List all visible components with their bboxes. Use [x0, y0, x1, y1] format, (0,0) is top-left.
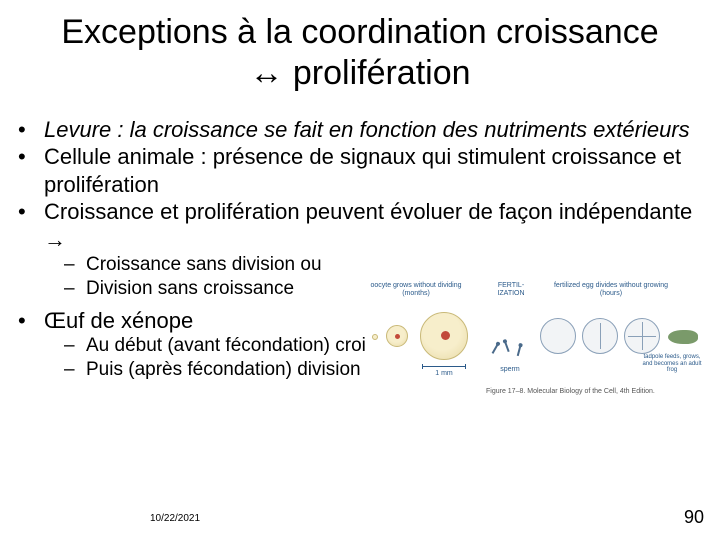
slide: Exceptions à la coordination croissance …: [0, 0, 720, 540]
nucleus-icon: [441, 331, 450, 340]
tadpole-icon: [668, 330, 698, 344]
bullet-marker: –: [64, 277, 86, 301]
bullet-item: • Levure : la croissance se fait en fonc…: [18, 116, 710, 144]
figure-caption: Figure 17–8. Molecular Biology of the Ce…: [486, 388, 706, 396]
oocyte-icon: [372, 334, 378, 340]
nucleus-icon: [395, 334, 400, 339]
bullet-marker: •: [18, 116, 44, 144]
xenopus-figure: oocyte grows without dividing (months) F…: [366, 282, 704, 402]
bullet-text: Levure : la croissance se fait en foncti…: [44, 116, 710, 144]
figure-label-oocyte: oocyte grows without dividing (months): [366, 282, 466, 297]
division-line: [600, 323, 601, 349]
slide-date: 10/22/2021: [150, 513, 200, 524]
bullet-marker: •: [18, 143, 44, 198]
bullet-text: Croissance sans division ou: [86, 253, 710, 277]
slide-number: 90: [684, 507, 704, 528]
fertilized-egg-icon: [540, 318, 576, 354]
scale-bar: [422, 366, 466, 367]
bullet-text: Cellule animale : présence de signaux qu…: [44, 143, 710, 198]
fertilized-egg-icon: [624, 318, 660, 354]
bullet-marker: –: [64, 253, 86, 277]
bullet-item: • Croissance et prolifération peuvent év…: [18, 198, 710, 253]
sperm-label: sperm: [490, 366, 530, 374]
sperm-icon: [504, 342, 509, 352]
bullet-item: • Cellule animale : présence de signaux …: [18, 143, 710, 198]
figure-label-division: fertilized egg divides without growing (…: [546, 282, 676, 297]
bullet-marker: •: [18, 307, 44, 335]
subbullet-item: – Croissance sans division ou: [18, 253, 710, 277]
bullet-marker: –: [64, 358, 86, 382]
tadpole-label: tadpole feeds, grows, and becomes an adu…: [642, 354, 702, 374]
sperm-icon: [492, 344, 499, 354]
bullet-marker: •: [18, 198, 44, 253]
fertilized-egg-icon: [582, 318, 618, 354]
oocyte-icon: [386, 325, 408, 347]
scale-label: 1 mm: [422, 370, 466, 378]
bullet-marker: –: [64, 334, 86, 358]
division-line: [628, 336, 656, 337]
slide-title: Exceptions à la coordination croissance …: [10, 12, 710, 94]
bullet-text: Croissance et prolifération peuvent évol…: [44, 198, 710, 253]
oocyte-icon: [420, 312, 468, 360]
figure-label-fertilization: FERTIL- IZATION: [486, 282, 536, 297]
sperm-icon: [517, 346, 522, 356]
